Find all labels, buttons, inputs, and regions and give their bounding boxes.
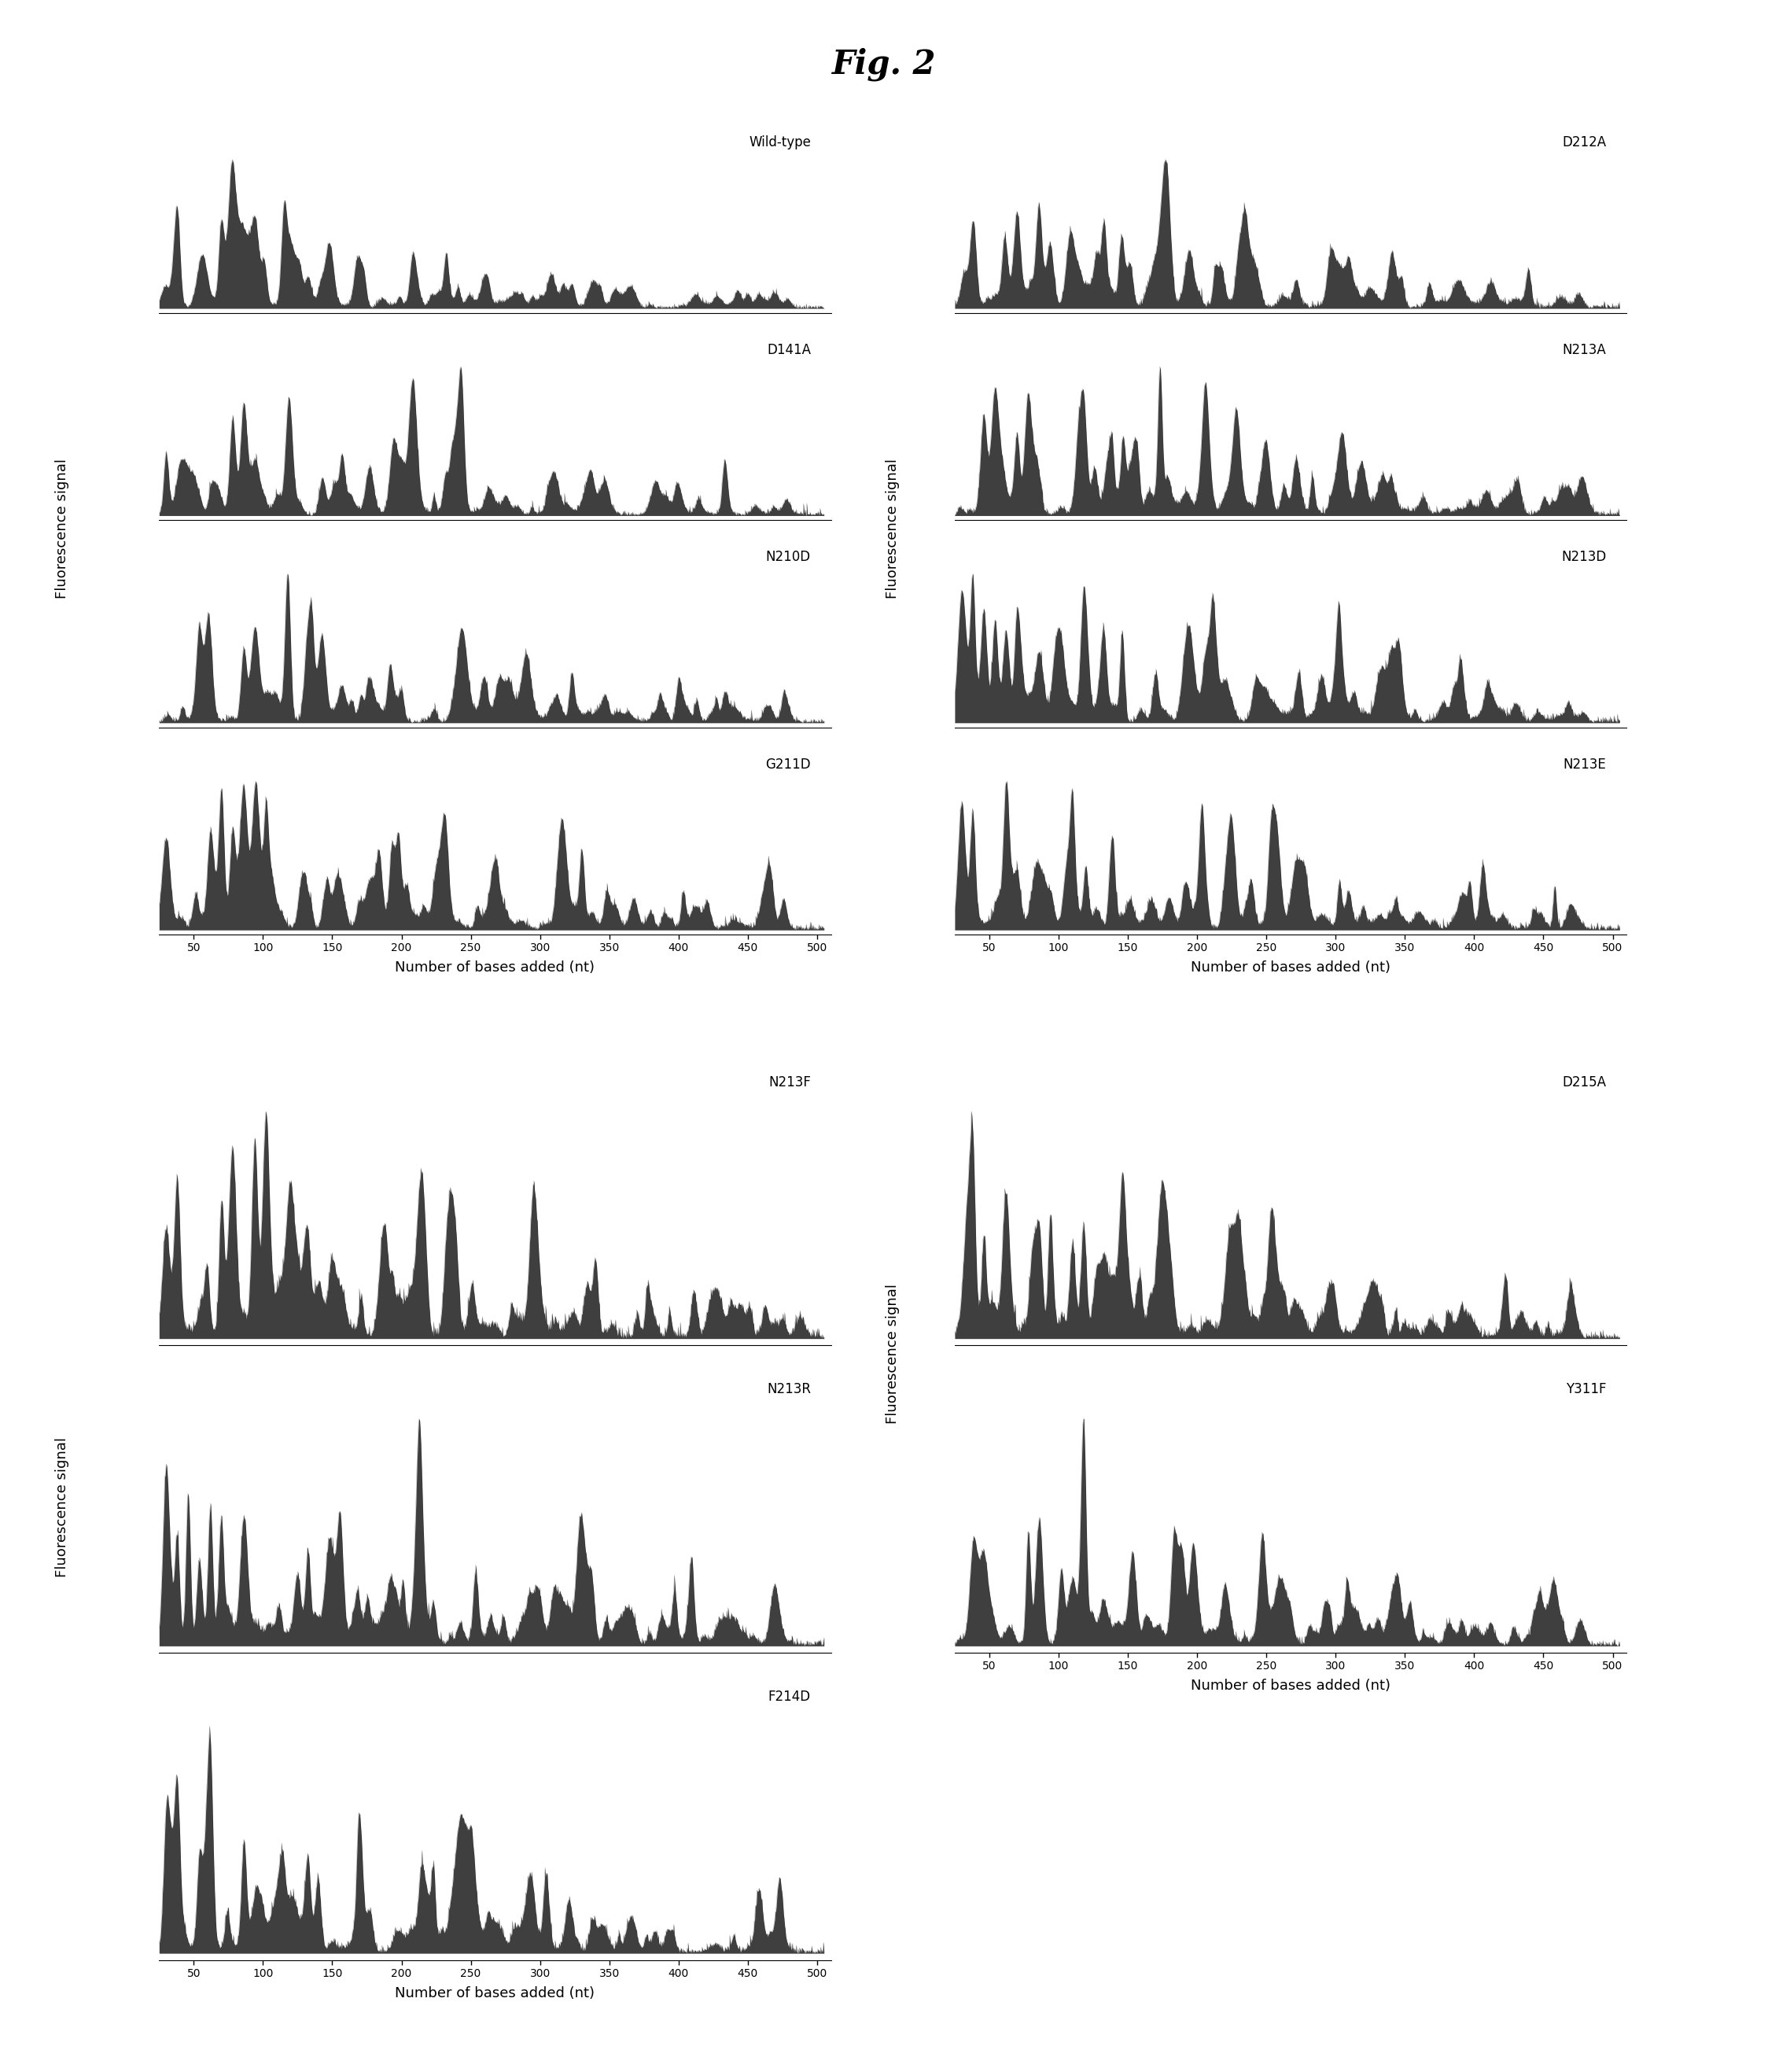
Text: Fluorescence signal: Fluorescence signal	[886, 458, 900, 599]
Text: N210D: N210D	[766, 549, 812, 564]
X-axis label: Number of bases added (nt): Number of bases added (nt)	[396, 1985, 594, 1999]
Text: Wild-type: Wild-type	[750, 135, 812, 149]
Text: F214D: F214D	[769, 1689, 812, 1703]
X-axis label: Number of bases added (nt): Number of bases added (nt)	[396, 959, 594, 974]
Text: D212A: D212A	[1563, 135, 1607, 149]
Text: N213D: N213D	[1561, 549, 1607, 564]
Text: N213A: N213A	[1563, 342, 1607, 356]
Text: Fluorescence signal: Fluorescence signal	[55, 458, 69, 599]
Text: Y311F: Y311F	[1566, 1382, 1607, 1397]
Text: Fig. 2: Fig. 2	[833, 48, 935, 81]
Text: Fluorescence signal: Fluorescence signal	[55, 1438, 69, 1577]
Text: N213E: N213E	[1563, 756, 1607, 771]
X-axis label: Number of bases added (nt): Number of bases added (nt)	[1192, 1678, 1390, 1693]
X-axis label: Number of bases added (nt): Number of bases added (nt)	[1192, 959, 1390, 974]
Text: N213F: N213F	[769, 1075, 812, 1090]
Text: D215A: D215A	[1563, 1075, 1607, 1090]
Text: N213R: N213R	[767, 1382, 812, 1397]
Text: G211D: G211D	[766, 756, 812, 771]
Text: D141A: D141A	[767, 342, 812, 356]
Text: Fluorescence signal: Fluorescence signal	[886, 1285, 900, 1423]
